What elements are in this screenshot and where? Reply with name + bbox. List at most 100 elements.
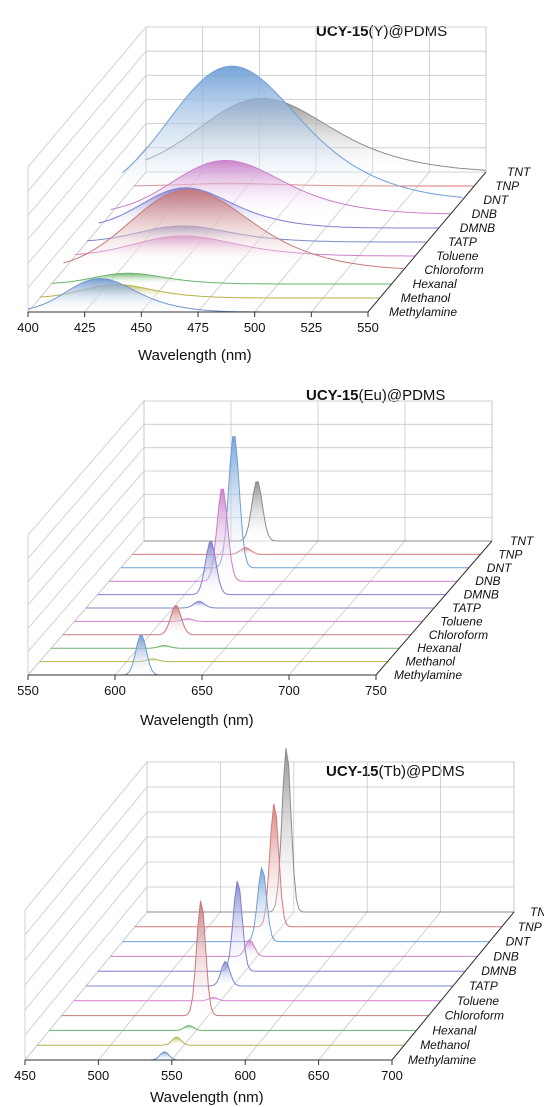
grid-line — [27, 424, 145, 559]
category-label: Chloroform — [445, 1009, 504, 1023]
series-area-methylamine — [25, 1051, 392, 1060]
category-label: TNT — [530, 905, 544, 919]
depth-axis — [391, 911, 515, 1061]
depth-axis — [375, 540, 493, 676]
grid-line — [24, 861, 148, 1011]
series-line-methylamine — [28, 635, 376, 676]
grid-line — [27, 75, 147, 216]
x-tick-label: 450 — [14, 1068, 36, 1083]
category-label: DNB — [472, 207, 497, 221]
category-label: DNT — [487, 561, 513, 575]
chart-panel-eu: UCY-15(Eu)@PDMS Wavelength (nm) 550 600 65… — [0, 370, 544, 730]
x-axis-label: Wavelength (nm) — [140, 712, 254, 729]
category-label: Methanol — [420, 1038, 470, 1052]
chart-tb: UCY-15(Tb)@PDMS Wavelength (nm) 450 500 55… — [14, 748, 544, 1106]
x-tick-label: 600 — [234, 1068, 256, 1083]
category-label: Hexanal — [417, 641, 461, 655]
category-label: TATP — [448, 235, 477, 249]
x-tick-label: 550 — [17, 683, 39, 698]
series-line-tatp — [86, 600, 434, 609]
series-line-toluene — [74, 618, 423, 622]
category-label: DNB — [493, 949, 518, 963]
series-line-dnt — [122, 865, 490, 943]
chart-y: UCY-15(Y)@PDMS Wavelength (nm) 400 425 450… — [17, 23, 532, 364]
category-label: Chloroform — [424, 263, 483, 277]
series-area-methanol — [37, 1037, 405, 1046]
series-line-toluene — [73, 996, 441, 1002]
series-line-hexanal — [51, 645, 400, 649]
series-line-tnp — [132, 547, 481, 555]
x-tick-label: 650 — [191, 683, 213, 698]
grid-line — [27, 494, 145, 629]
category-label: Toluene — [440, 614, 483, 628]
series-area-dnb — [110, 940, 478, 957]
category-label: TNP — [498, 547, 522, 561]
series-line-tnt — [144, 481, 492, 542]
category-label: TATP — [469, 979, 498, 993]
category-label: Methylamine — [394, 668, 462, 682]
category-label: Hexanal — [432, 1023, 476, 1037]
category-label: TNT — [507, 165, 532, 179]
chart-title: UCY-15(Eu)@PDMS — [306, 387, 445, 404]
category-label: TNP — [495, 179, 519, 193]
chart-panel-tb: UCY-15(Tb)@PDMS Wavelength (nm) 450 500 55… — [0, 730, 544, 1107]
category-label: TATP — [452, 601, 481, 615]
chart-eu: UCY-15(Eu)@PDMS Wavelength (nm) 550 600 65… — [17, 387, 535, 729]
chart-panel-y: UCY-15(Y)@PDMS Wavelength (nm) 400 425 450… — [0, 0, 544, 370]
series-area-tatp — [86, 961, 453, 986]
category-label: DNB — [475, 574, 500, 588]
category-label: Hexanal — [413, 277, 457, 291]
series-area-dnt — [122, 66, 463, 200]
x-tick-label: 550 — [161, 1068, 183, 1083]
series-line-hexanal — [49, 1024, 417, 1031]
category-label: DMNB — [481, 964, 516, 978]
series-line-hexanal — [51, 272, 392, 285]
series-line-methanol — [37, 1036, 405, 1046]
series-line-dnb — [110, 939, 478, 957]
category-label: TNT — [510, 534, 535, 548]
series-line-tnp — [134, 803, 502, 928]
x-axis-label: Wavelength (nm) — [150, 1089, 264, 1106]
series-area-dnt — [120, 436, 469, 568]
x-tick-label: 700 — [381, 1068, 403, 1083]
x-tick-label: 650 — [308, 1068, 330, 1083]
chart-title: UCY-15(Y)@PDMS — [316, 23, 447, 40]
series-line-chloroform — [61, 900, 429, 1017]
category-label: Methanol — [406, 655, 456, 669]
category-label: DMNB — [460, 221, 495, 235]
grid-line — [24, 811, 148, 961]
grid-line — [27, 99, 147, 240]
grid-line — [24, 786, 148, 936]
series-area-hexanal — [51, 273, 392, 284]
x-tick-label: 475 — [187, 320, 209, 335]
grid-line — [27, 517, 145, 652]
x-tick-label: 550 — [357, 320, 379, 335]
category-label: DNT — [506, 935, 532, 949]
series-area-dmnb — [97, 542, 446, 595]
series-line-dmnb — [98, 880, 466, 972]
category-label: TNP — [518, 920, 542, 934]
x-tick-label: 600 — [104, 683, 126, 698]
series-area-dnt — [122, 867, 490, 942]
category-label: Toluene — [457, 994, 500, 1008]
spectra — [25, 748, 514, 1061]
series-line-chloroform — [62, 605, 411, 636]
series-line-dmnb — [97, 541, 446, 596]
x-tick-label: 700 — [278, 683, 300, 698]
category-label: DMNB — [464, 588, 499, 602]
category-label: Methylamine — [389, 305, 457, 319]
grid-line — [27, 50, 147, 192]
series-line-chloroform — [63, 189, 404, 269]
series-line-dnb — [110, 160, 451, 215]
series-line-methylamine — [25, 1051, 392, 1061]
x-tick-label: 525 — [300, 320, 322, 335]
series-line-dnt — [120, 436, 469, 569]
x-tick-label: 425 — [74, 320, 96, 335]
series-area-tnp — [132, 547, 481, 555]
grid-line — [24, 836, 148, 986]
series-line-methanol — [39, 658, 388, 663]
category-label: Methanol — [401, 291, 451, 305]
series-line-dnt — [122, 65, 463, 198]
category-label: Methylamine — [408, 1053, 476, 1067]
depth-axis — [367, 171, 487, 313]
